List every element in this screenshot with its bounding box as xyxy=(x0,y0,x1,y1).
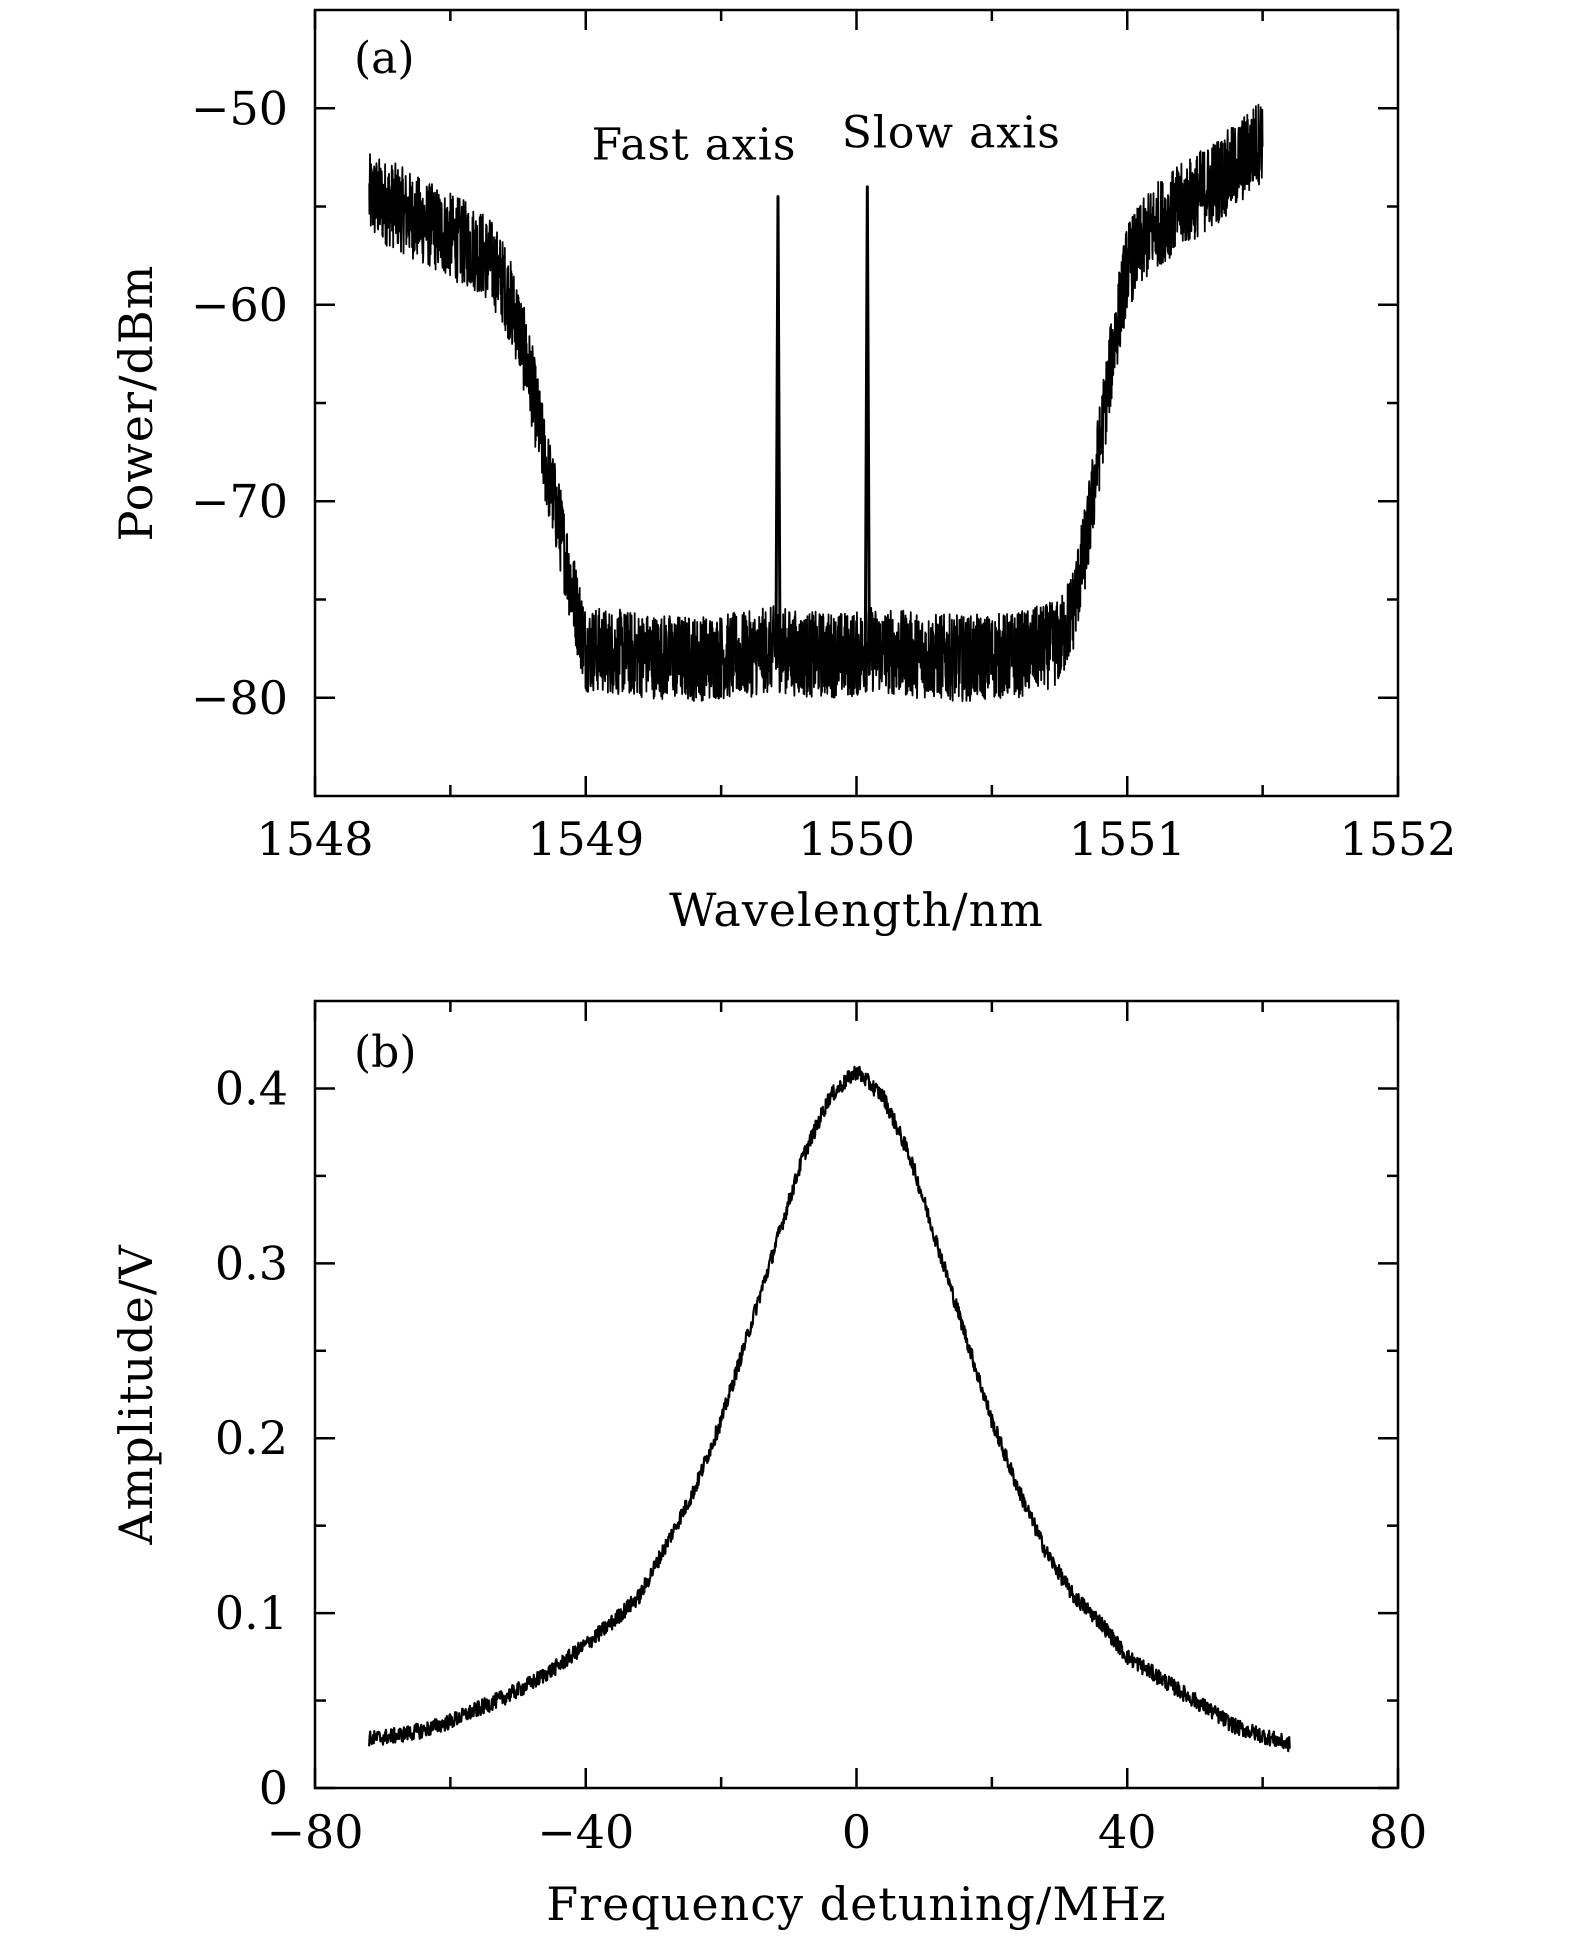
y-tick-label: 0.1 xyxy=(215,1586,288,1640)
y-tick-label: −70 xyxy=(191,474,288,528)
plot-frame xyxy=(313,999,1400,1790)
panel-label: (a) xyxy=(354,33,415,84)
peak-line-1 xyxy=(863,185,871,649)
x-tick-label: 1549 xyxy=(527,812,644,866)
y-tick-label: 0.3 xyxy=(215,1236,288,1290)
y-tick-label: 0.4 xyxy=(215,1061,288,1115)
annotation-label: Fast axis xyxy=(592,119,797,170)
x-axis-title: Frequency detuning/MHz xyxy=(546,1877,1167,1931)
panel-a-chart: 1548 1549 1550 1551 1552 −80 −70 −60 −50 Waveleng… xyxy=(109,8,1457,937)
y-axis-title: Power/dBm xyxy=(109,265,163,542)
y-tick-label: −50 xyxy=(191,81,288,135)
x-tick-label: 80 xyxy=(1369,1805,1428,1859)
y-tick-label: 0 xyxy=(259,1761,288,1815)
peak-line-0 xyxy=(774,195,782,650)
y-tick-label: −80 xyxy=(191,671,288,725)
series-line-0 xyxy=(368,103,1264,703)
x-tick-label: 1552 xyxy=(1339,812,1456,866)
y-tick-label: 0.2 xyxy=(215,1411,288,1465)
x-tick-label: 1550 xyxy=(798,812,915,866)
panel-b-chart: −80 −40 0 40 80 0 0.1 0.2 0.3 0.4 Frequency detuni… xyxy=(109,999,1428,1931)
x-tick-label: 1551 xyxy=(1069,812,1186,866)
x-tick-label: 0 xyxy=(842,1805,871,1859)
x-tick-label: −40 xyxy=(537,1805,634,1859)
x-axis-title: Wavelength/nm xyxy=(669,883,1044,937)
panel-label: (b) xyxy=(354,1027,417,1078)
x-tick-label: −80 xyxy=(266,1805,363,1859)
x-tick-label: 40 xyxy=(1098,1805,1157,1859)
y-axis-title: Amplitude/V xyxy=(109,1244,163,1545)
annotation-label: Slow axis xyxy=(842,108,1061,159)
y-tick-label: −60 xyxy=(191,278,288,332)
series-line-0 xyxy=(368,1065,1291,1753)
x-tick-label: 1548 xyxy=(256,812,373,866)
